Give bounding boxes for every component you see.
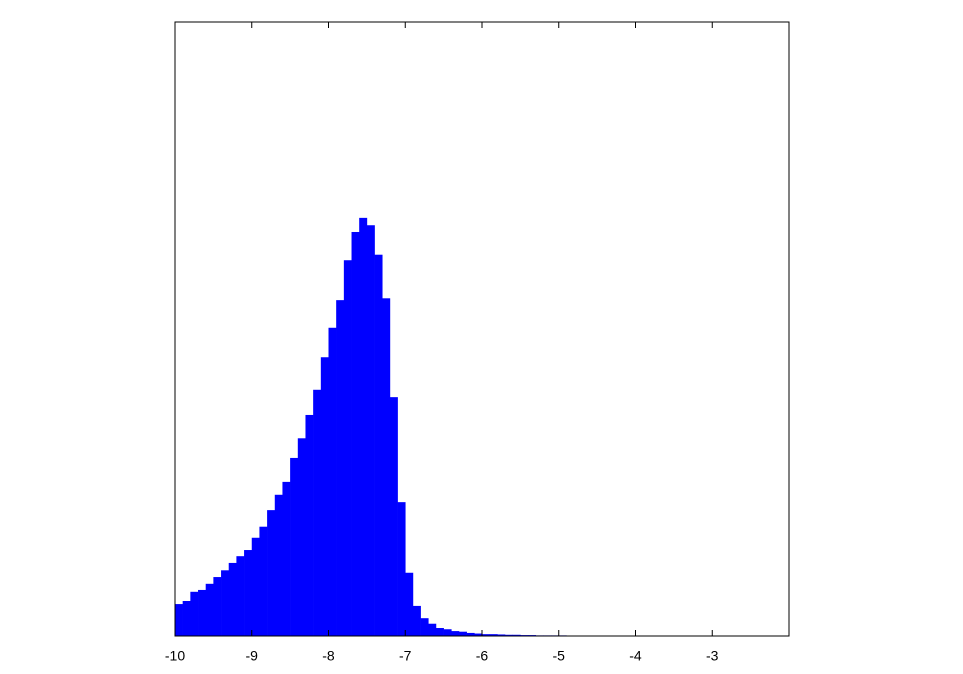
bar (320, 357, 329, 636)
bar (221, 570, 230, 636)
bar (182, 601, 191, 636)
bar (458, 631, 467, 636)
bar (336, 300, 345, 636)
bar (443, 629, 452, 636)
bar (451, 631, 460, 636)
bar (505, 634, 513, 636)
bar (389, 397, 398, 636)
bar (213, 577, 222, 636)
bar (259, 526, 268, 636)
bar (420, 618, 429, 636)
bar (405, 572, 414, 636)
bar (382, 298, 391, 636)
bar (397, 502, 406, 636)
bar (497, 634, 506, 636)
bar (366, 225, 375, 636)
bar (482, 634, 490, 636)
x-tick-label: -5 (553, 648, 566, 664)
bar (428, 623, 437, 636)
bar (474, 633, 483, 636)
bar (228, 562, 237, 636)
bar (466, 632, 475, 636)
x-tick-label: -6 (476, 648, 489, 664)
bar (512, 634, 521, 636)
bar (489, 634, 498, 636)
bar (236, 556, 245, 636)
bar (198, 589, 206, 636)
bar (328, 327, 337, 636)
x-tick-label: -10 (165, 648, 185, 664)
bar (205, 583, 214, 636)
bar (175, 604, 183, 636)
bar (290, 457, 299, 636)
bar (343, 260, 352, 636)
bar (435, 628, 444, 636)
bar (412, 605, 421, 636)
bar (282, 481, 291, 636)
x-tick-label: -4 (629, 648, 642, 664)
bar (313, 389, 322, 636)
x-tick-label: -7 (399, 648, 412, 664)
x-tick-label: -8 (322, 648, 335, 664)
x-tick-label: -3 (706, 648, 719, 664)
bar (244, 550, 253, 636)
bar (297, 438, 306, 636)
x-tick-label: -9 (246, 648, 259, 664)
bar (351, 231, 360, 636)
bar (374, 254, 383, 636)
bar (190, 591, 199, 636)
bar (274, 494, 283, 636)
bar (267, 510, 276, 636)
bar (359, 217, 368, 636)
bar (251, 537, 260, 636)
bar (305, 414, 314, 636)
